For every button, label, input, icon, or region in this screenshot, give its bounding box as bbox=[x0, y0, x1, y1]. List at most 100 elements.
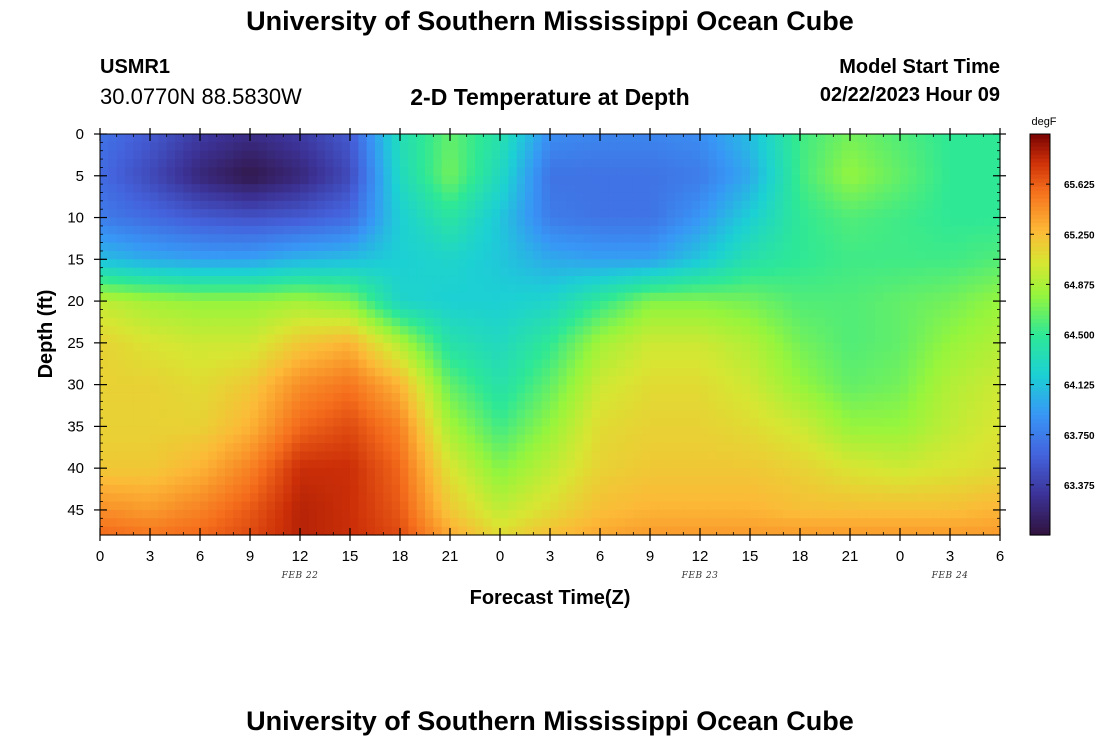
heatmap-cell bbox=[808, 443, 818, 453]
heatmap-cell bbox=[533, 367, 543, 377]
heatmap-cell bbox=[908, 167, 918, 177]
heatmap-cell bbox=[508, 342, 518, 352]
heatmap-cell bbox=[691, 267, 701, 277]
heatmap-cell bbox=[266, 200, 276, 210]
heatmap-cell bbox=[200, 443, 209, 453]
heatmap-cell bbox=[991, 493, 1001, 503]
heatmap-cell bbox=[116, 376, 126, 386]
heatmap-cell bbox=[375, 142, 384, 152]
heatmap-cell bbox=[433, 184, 443, 194]
heatmap-cell bbox=[958, 234, 968, 244]
heatmap-cell bbox=[416, 292, 426, 302]
heatmap-cell bbox=[925, 501, 934, 511]
heatmap-cell bbox=[416, 493, 426, 503]
heatmap-cell bbox=[491, 175, 501, 185]
heatmap-cell bbox=[925, 409, 934, 419]
heatmap-cell bbox=[783, 351, 793, 361]
heatmap-cell bbox=[750, 443, 759, 453]
heatmap-cell bbox=[350, 200, 359, 210]
heatmap-cell bbox=[883, 426, 893, 436]
heatmap-cell bbox=[725, 459, 734, 469]
heatmap-cell bbox=[391, 409, 401, 419]
heatmap-cell bbox=[783, 242, 793, 252]
heatmap-cell bbox=[950, 301, 959, 311]
heatmap-cell bbox=[783, 217, 793, 227]
heatmap-cell bbox=[408, 301, 418, 311]
heatmap-cell bbox=[900, 376, 909, 386]
heatmap-cell bbox=[350, 317, 359, 327]
heatmap-cell bbox=[683, 159, 693, 169]
heatmap-cell bbox=[941, 401, 951, 411]
heatmap-cell bbox=[208, 401, 218, 411]
heatmap-cell bbox=[933, 175, 943, 185]
heatmap-cell bbox=[533, 142, 543, 152]
heatmap-cell bbox=[258, 159, 268, 169]
heatmap-cell bbox=[958, 434, 968, 444]
heatmap-cell bbox=[308, 134, 318, 143]
heatmap-cell bbox=[333, 317, 343, 327]
heatmap-cell bbox=[675, 384, 684, 394]
heatmap-cell bbox=[350, 501, 359, 511]
heatmap-cell bbox=[883, 351, 893, 361]
heatmap-cell bbox=[958, 150, 968, 160]
heatmap-cell bbox=[616, 468, 626, 478]
heatmap-cell bbox=[491, 342, 501, 352]
heatmap-cell bbox=[641, 476, 651, 486]
heatmap-cell bbox=[108, 434, 118, 444]
heatmap-cell bbox=[533, 342, 543, 352]
heatmap-cell bbox=[358, 167, 368, 177]
heatmap-cell bbox=[291, 317, 301, 327]
heatmap-cell bbox=[658, 342, 668, 352]
heatmap-cell bbox=[733, 284, 743, 294]
heatmap-cell bbox=[483, 192, 493, 202]
heatmap-cell bbox=[750, 468, 759, 478]
heatmap-cell bbox=[241, 468, 251, 478]
heatmap-cell bbox=[916, 392, 926, 402]
heatmap-cell bbox=[725, 367, 734, 377]
heatmap-cell bbox=[700, 359, 709, 369]
heatmap-cell bbox=[508, 167, 518, 177]
heatmap-cell bbox=[875, 200, 884, 210]
heatmap-cell bbox=[691, 443, 701, 453]
heatmap-cell bbox=[833, 175, 843, 185]
heatmap-cell bbox=[208, 134, 218, 143]
heatmap-cell bbox=[283, 401, 293, 411]
heatmap-cell bbox=[416, 209, 426, 219]
heatmap-cell bbox=[866, 434, 876, 444]
heatmap-cell bbox=[975, 501, 984, 511]
heatmap-cell bbox=[433, 434, 443, 444]
heatmap-cell bbox=[250, 501, 259, 511]
heatmap-cell bbox=[508, 326, 518, 336]
heatmap-cell bbox=[325, 376, 334, 386]
heatmap-cell bbox=[125, 459, 134, 469]
heatmap-cell bbox=[925, 175, 934, 185]
heatmap-cell bbox=[850, 342, 859, 352]
heatmap-cell bbox=[183, 384, 193, 394]
heatmap-cell bbox=[425, 225, 434, 235]
heatmap-cell bbox=[575, 443, 584, 453]
heatmap-cell bbox=[808, 484, 818, 494]
heatmap-cell bbox=[941, 501, 951, 511]
heatmap-cell bbox=[575, 284, 584, 294]
heatmap-cell bbox=[241, 342, 251, 352]
heatmap-cell bbox=[416, 242, 426, 252]
heatmap-cell bbox=[791, 184, 801, 194]
heatmap-cell bbox=[333, 225, 343, 235]
heatmap-cell bbox=[808, 284, 818, 294]
heatmap-cell bbox=[433, 242, 443, 252]
heatmap-cell bbox=[233, 242, 243, 252]
heatmap-cell bbox=[425, 426, 434, 436]
heatmap-cell bbox=[958, 284, 968, 294]
heatmap-cell bbox=[833, 434, 843, 444]
heatmap-cell bbox=[341, 317, 351, 327]
heatmap-cell bbox=[116, 418, 126, 427]
heatmap-cell bbox=[258, 284, 268, 294]
heatmap-cell bbox=[316, 443, 326, 453]
heatmap-cell bbox=[133, 142, 143, 152]
heatmap-cell bbox=[566, 284, 576, 294]
heatmap-cell bbox=[241, 276, 251, 285]
heatmap-cell bbox=[600, 418, 609, 427]
heatmap-cell bbox=[691, 234, 701, 244]
heatmap-cell bbox=[791, 217, 801, 227]
heatmap-cell bbox=[158, 150, 168, 160]
